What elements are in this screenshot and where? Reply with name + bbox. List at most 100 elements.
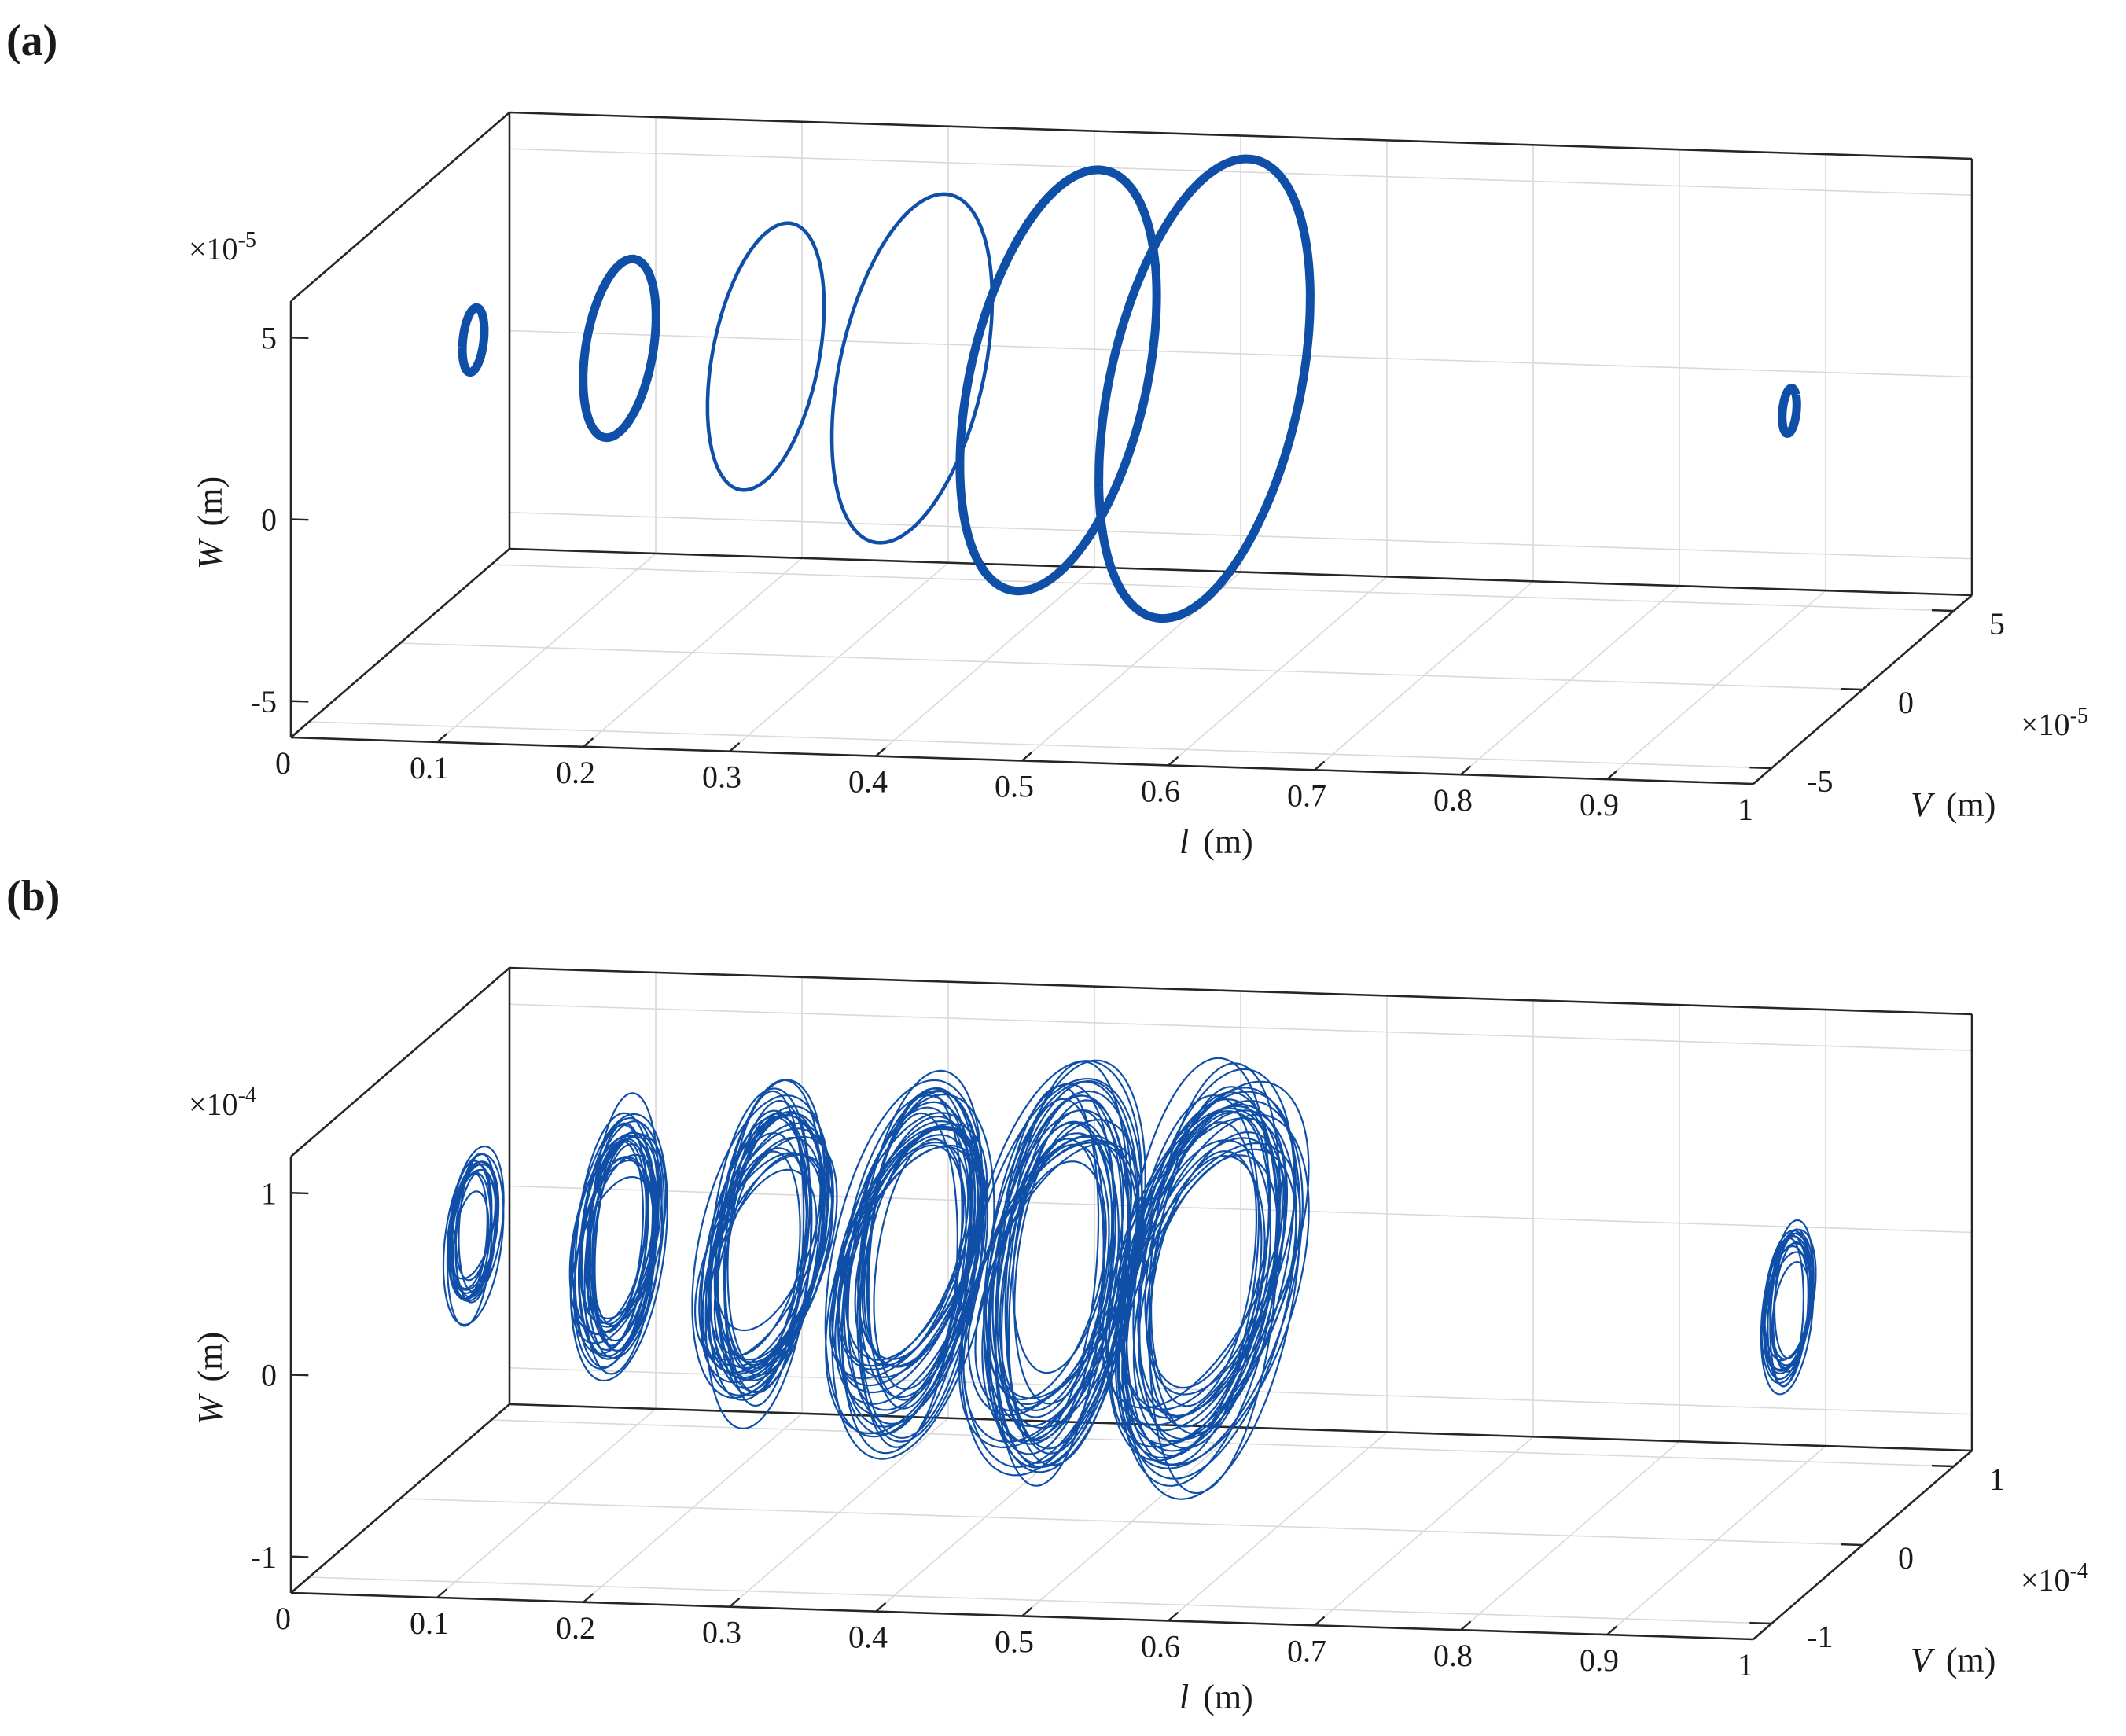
w-axis-var: W [191, 538, 230, 569]
x-tick [1168, 756, 1179, 767]
v-tick-label: 0 [1898, 1540, 1914, 1576]
axis-box-edge [509, 1403, 1973, 1452]
x-tick [1314, 760, 1326, 771]
x-axis-label: l (m) [1179, 822, 1253, 861]
w-tick-label: 0 [261, 502, 277, 538]
w-tick-label: 5 [261, 320, 277, 355]
x-axis-unit: (m) [1203, 1678, 1253, 1716]
v-exponent-power: -5 [2070, 704, 2088, 728]
w-axis-label: W (m) [191, 476, 230, 569]
v-tick [1931, 609, 1954, 612]
axis-box-edge [509, 966, 1973, 1016]
axis-box-edge [509, 111, 1973, 160]
grid-line [399, 642, 1863, 690]
orbit-series-4 [955, 165, 1161, 596]
x-tick-label: 0.6 [1141, 773, 1180, 808]
x-tick-label: 0.4 [848, 1620, 888, 1655]
orbit-series-6 [1760, 1219, 1817, 1396]
grid-line [509, 1003, 1973, 1052]
panel-a: (a) 0 0.1 0.2 0.3 0.4 0.5 0.6 0.7 0.8 0.9 1 -5 0 5 -5 0 5… [6, 17, 2088, 861]
x-axis-unit: (m) [1203, 822, 1253, 861]
grid-line [509, 148, 1973, 197]
x-axis-label: l (m) [1179, 1678, 1253, 1716]
v-tick [1749, 766, 1772, 770]
v-tick-label: -5 [1807, 763, 1833, 799]
x-tick-label: 0.1 [410, 1605, 449, 1641]
v-exponent-power: -4 [2070, 1559, 2088, 1583]
w-exponent: ×10-4 [189, 1083, 256, 1122]
orbit-series-1 [579, 254, 660, 443]
x-tick [729, 741, 741, 752]
x-tick-label: 0.2 [556, 755, 595, 790]
x-axis-var: l [1179, 1678, 1189, 1716]
x-tick-label: 0.2 [556, 1610, 595, 1646]
x-tick-label: 0.8 [1433, 782, 1473, 818]
x-tick-label: 0 [275, 745, 291, 781]
w-exponent-power: -4 [238, 1083, 256, 1108]
x-tick [436, 733, 448, 743]
w-tick [290, 337, 309, 340]
orbit-series-5 [1101, 1057, 1310, 1500]
v-tick-label: -1 [1807, 1619, 1833, 1654]
w-tick-label: 0 [261, 1358, 277, 1393]
w-exponent-power: -5 [238, 228, 256, 252]
w-tick [290, 1555, 309, 1558]
w-axis-unit: (m) [191, 1332, 230, 1382]
x-tick-label: 0.1 [410, 750, 449, 785]
v-axis-unit: (m) [1946, 1641, 1996, 1679]
x-tick-label: 0.7 [1287, 778, 1326, 813]
x-tick-label: 0.3 [702, 760, 741, 795]
x-axis-var: l [1179, 822, 1189, 861]
orbit-series-3 [829, 192, 995, 545]
grid-line [491, 564, 1954, 612]
orbit-series-5 [1094, 154, 1315, 623]
x-tick-label: 1 [1738, 1647, 1753, 1683]
x-tick [583, 1593, 594, 1603]
orbit-series-0 [442, 1146, 505, 1327]
axis-box-edge [290, 1403, 510, 1594]
w-exponent: ×10-5 [189, 228, 256, 267]
v-axis-var: V [1911, 785, 1936, 824]
x-tick-label: 0.9 [1580, 1642, 1619, 1678]
w-tick [290, 1192, 309, 1195]
x-tick [875, 1602, 887, 1613]
axis-box-edge [290, 548, 510, 738]
x-tick [1460, 765, 1472, 776]
v-exponent: ×10-5 [2021, 704, 2088, 742]
orbit-series-2 [705, 221, 826, 492]
x-tick [1753, 1630, 1764, 1640]
grid-line [309, 1576, 1772, 1624]
x-tick-label: 0.8 [1433, 1638, 1473, 1673]
x-tick-label: 0 [275, 1601, 291, 1636]
x-tick-label: 0.7 [1287, 1633, 1326, 1668]
v-tick-label: 5 [1989, 606, 2005, 642]
orbit-series-2 [691, 1079, 838, 1430]
x-tick [1606, 770, 1618, 781]
w-tick-label: 1 [261, 1175, 277, 1211]
grid-line [399, 1498, 1863, 1546]
x-tick [729, 1597, 741, 1608]
x-tick [290, 728, 302, 738]
orbit-series-6 [1778, 384, 1801, 438]
x-tick [290, 1583, 302, 1594]
x-tick [1021, 751, 1033, 762]
panel-label: (a) [6, 17, 57, 65]
w-tick [290, 1374, 309, 1377]
x-tick [1021, 1606, 1033, 1617]
x-tick [583, 737, 594, 748]
panel-b: (b) 0 0.1 0.2 0.3 0.4 0.5 0.6 0.7 0.8 0.9 1 -1 0 1 -1 0 1… [6, 872, 2088, 1716]
axis-box-edge [290, 112, 510, 302]
v-axis-label: V (m) [1911, 785, 1995, 824]
v-tick-label: 1 [1989, 1462, 2005, 1497]
orbit-series-3 [824, 1069, 995, 1460]
x-tick [1314, 1616, 1326, 1627]
x-tick-label: 0.9 [1580, 787, 1619, 822]
v-axis-var: V [1911, 1641, 1936, 1679]
v-axis-unit: (m) [1946, 785, 1996, 824]
x-tick [436, 1588, 448, 1598]
x-tick-label: 0.3 [702, 1615, 741, 1650]
x-tick [875, 746, 887, 757]
w-axis-var: W [191, 1393, 230, 1425]
panel-label: (b) [6, 872, 60, 921]
orbit-series-1 [568, 1092, 668, 1382]
